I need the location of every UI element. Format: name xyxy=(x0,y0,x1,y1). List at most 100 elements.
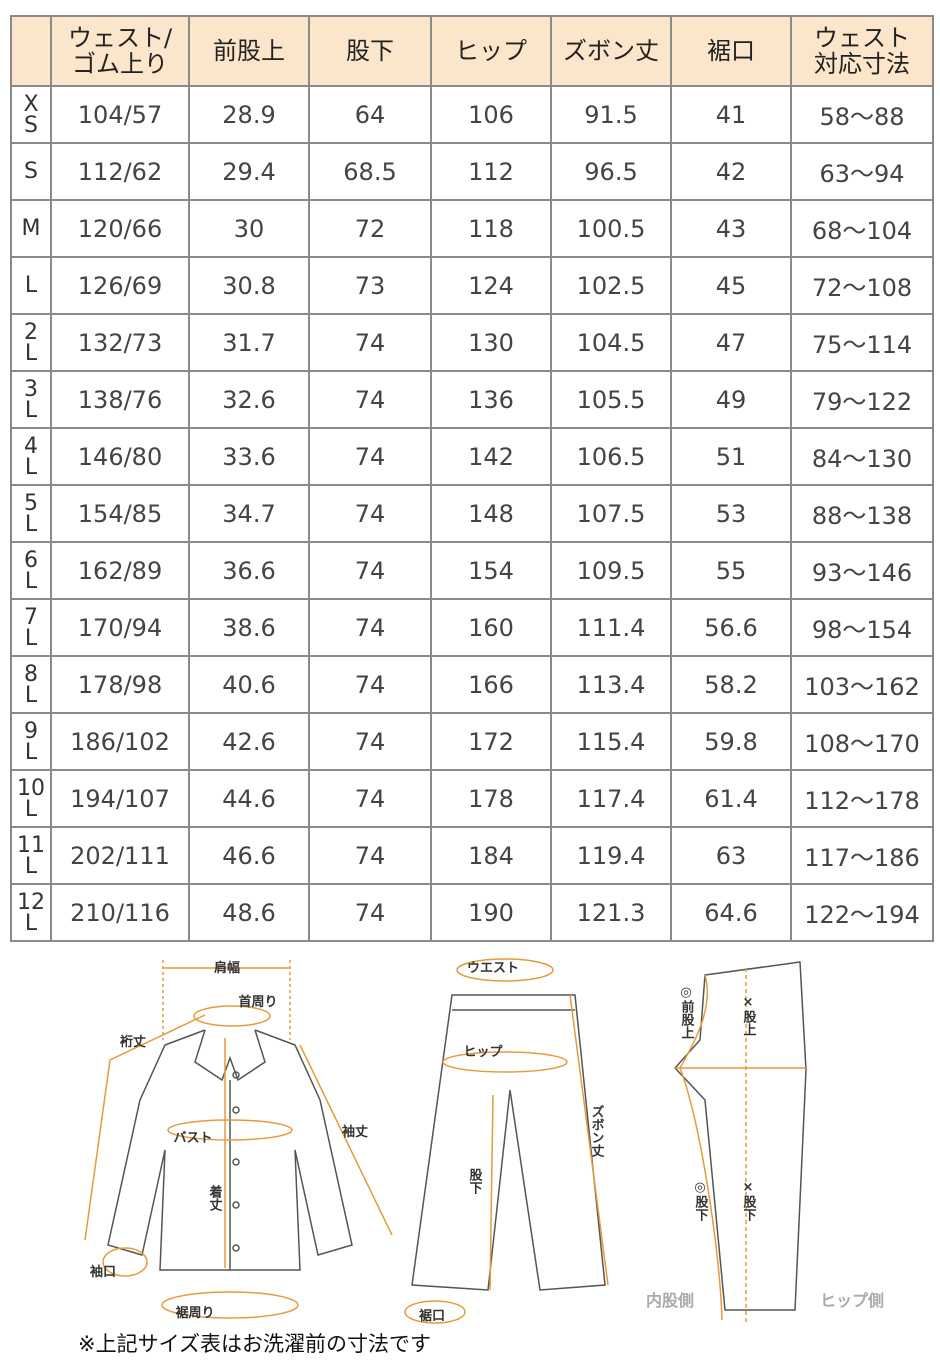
table-cell: 111.4 xyxy=(550,598,672,657)
table-cell: 29.4 xyxy=(188,142,310,201)
table-cell: 49 xyxy=(670,370,792,429)
size-line: 5 xyxy=(24,490,38,516)
diagram-label: ズボン丈 xyxy=(589,1104,605,1158)
size-line: L xyxy=(24,625,38,651)
table-cell: 51 xyxy=(670,427,792,486)
size-table: ウェスト/ゴム上り 前股上 股下 ヒップ ズボン丈 裾口 ウェスト 対応寸法 X S 104/57… xyxy=(10,15,934,942)
diagram-label: ×股下 xyxy=(741,1180,757,1222)
table-cell: 132/73 xyxy=(50,313,190,372)
size-line: 11 xyxy=(17,832,45,858)
size-line: X xyxy=(23,91,39,117)
diagram-label: ◎股下 xyxy=(693,1180,709,1222)
table-cell: 84～130 xyxy=(790,427,934,486)
header-row: ウェスト/ゴム上り 前股上 股下 ヒップ ズボン丈 裾口 ウェスト 対応寸法 xyxy=(10,15,934,87)
pants-measures xyxy=(404,958,609,1324)
header-cell: ウェスト/ゴム上り xyxy=(50,15,190,87)
size-line: 10 xyxy=(17,775,45,801)
table-cell: 122～194 xyxy=(790,883,934,942)
table-cell: 190 xyxy=(430,883,552,942)
table-cell: 58.2 xyxy=(670,655,792,714)
size-line: 7 xyxy=(24,604,38,630)
table-cell: 104/57 xyxy=(50,85,190,144)
table-cell: 172 xyxy=(430,712,552,771)
table-cell: 30.8 xyxy=(188,256,310,315)
table-cell: 104.5 xyxy=(550,313,672,372)
table-cell: 126/69 xyxy=(50,256,190,315)
table-row: 3 L 138/76 32.6 74 136 105.5 49 79～122 xyxy=(10,370,934,429)
diagram-label: ×股上 xyxy=(741,995,757,1036)
size-line: L xyxy=(24,273,38,298)
table-cell: 59.8 xyxy=(670,712,792,771)
table-cell: 34.7 xyxy=(188,484,310,543)
table-cell: 28.9 xyxy=(188,85,310,144)
diagram-label: 袖丈 xyxy=(342,1124,368,1140)
size-line: L xyxy=(24,910,38,936)
table-cell: 162/89 xyxy=(50,541,190,600)
table-row: 7 L 170/94 38.6 74 160 111.4 56.6 98～154 xyxy=(10,598,934,657)
size-line: L xyxy=(24,397,38,423)
table-cell: 103～162 xyxy=(790,655,934,714)
table-cell: 45 xyxy=(670,256,792,315)
table-cell: 32.6 xyxy=(188,370,310,429)
header-line: ズボン丈 xyxy=(563,37,659,65)
table-cell: 74 xyxy=(308,541,432,600)
table-cell: 154 xyxy=(430,541,552,600)
side-measures xyxy=(675,968,806,1325)
size-line: 8 xyxy=(24,661,38,687)
size-line: L xyxy=(24,853,38,879)
table-cell: 186/102 xyxy=(50,712,190,771)
table-cell: 106.5 xyxy=(550,427,672,486)
table-cell: 118 xyxy=(430,199,552,258)
footnote: ※上記サイズ表はお洗濯前の寸法です xyxy=(78,1332,431,1356)
table-cell: 40.6 xyxy=(188,655,310,714)
table-cell: 74 xyxy=(308,370,432,429)
table-cell: 142 xyxy=(430,427,552,486)
table-cell: 178 xyxy=(430,769,552,828)
diagram-label: 股下 xyxy=(467,1168,483,1195)
table-row: 6 L 162/89 36.6 74 154 109.5 55 93～146 xyxy=(10,541,934,600)
side-pants xyxy=(673,961,807,1311)
table-cell: 74 xyxy=(308,655,432,714)
size-line: L xyxy=(24,796,38,822)
table-cell: 113.4 xyxy=(550,655,672,714)
header-line: ウェスト xyxy=(814,24,910,52)
table-cell: 108～170 xyxy=(790,712,934,771)
header-line: ウェスト/ xyxy=(67,24,173,52)
size-line: 2 xyxy=(24,319,38,345)
header-line: 前股上 xyxy=(213,37,285,65)
diagram-label: 内股側 xyxy=(646,1291,694,1310)
table-cell: 112～178 xyxy=(790,769,934,828)
size-line: L xyxy=(24,739,38,765)
table-cell: 96.5 xyxy=(550,142,672,201)
pants xyxy=(411,994,606,1291)
size-line: M xyxy=(21,216,41,241)
table-cell: 88～138 xyxy=(790,484,934,543)
size-line: 3 xyxy=(24,376,38,402)
header-cell: 股下 xyxy=(308,15,432,87)
diagram-label: 着丈 xyxy=(207,1184,224,1212)
size-line: L xyxy=(24,340,38,366)
table-cell: 178/98 xyxy=(50,655,190,714)
table-row: X S 104/57 28.9 64 106 91.5 41 58～88 xyxy=(10,85,934,144)
table-cell: 146/80 xyxy=(50,427,190,486)
size-cell: L xyxy=(10,256,52,315)
table-row: M 120/66 30 72 118 100.5 43 68～104 xyxy=(10,199,934,258)
table-cell: 73 xyxy=(308,256,432,315)
header-cell: ヒップ xyxy=(430,15,552,87)
table-cell: 74 xyxy=(308,313,432,372)
table-cell: 184 xyxy=(430,826,552,885)
table-cell: 72～108 xyxy=(790,256,934,315)
table-cell: 41 xyxy=(670,85,792,144)
size-line: S xyxy=(24,112,38,138)
table-cell: 64.6 xyxy=(670,883,792,942)
table-cell: 74 xyxy=(308,598,432,657)
table-cell: 47 xyxy=(670,313,792,372)
header-cell: ウェスト 対応寸法 xyxy=(790,15,934,87)
table-row: 9 L 186/102 42.6 74 172 115.4 59.8 108～170 xyxy=(10,712,934,771)
diagram-label: ◎前股上 xyxy=(679,985,695,1039)
diagram-label: ヒップ xyxy=(463,1045,503,1060)
table-cell: 61.4 xyxy=(670,769,792,828)
